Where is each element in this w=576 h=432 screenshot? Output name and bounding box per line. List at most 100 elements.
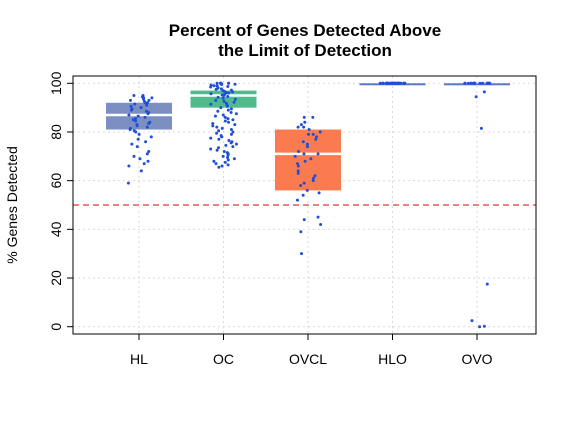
point-hl-10	[143, 101, 147, 105]
point-ovo-17	[488, 81, 492, 85]
point-oc-42	[216, 109, 220, 113]
point-ovcl-10	[314, 135, 318, 139]
point-ovcl-22	[296, 164, 300, 168]
point-oc-47	[223, 115, 227, 119]
point-hl-36	[149, 135, 153, 139]
point-oc-8	[220, 83, 224, 87]
point-oc-45	[221, 113, 225, 117]
point-ovcl-14	[305, 145, 309, 149]
point-ovcl-36	[319, 222, 323, 226]
point-hl-24	[131, 118, 135, 122]
point-ovo-24	[478, 325, 482, 329]
point-hlo-26	[393, 81, 397, 85]
point-ovcl-7	[318, 130, 322, 134]
point-oc-50	[223, 119, 227, 123]
point-hl-35	[137, 132, 141, 136]
x-tick-label-hlo: HLO	[378, 351, 407, 367]
point-oc-63	[220, 135, 224, 139]
point-oc-29	[216, 95, 220, 99]
point-oc-60	[215, 131, 219, 135]
point-ovo-12	[466, 81, 470, 85]
point-oc-87	[220, 164, 224, 168]
point-oc-61	[229, 132, 233, 136]
box-ovo	[444, 83, 510, 86]
point-ovcl-9	[306, 132, 310, 136]
point-oc-49	[231, 118, 235, 122]
point-hl-16	[129, 108, 133, 112]
point-ovcl-24	[296, 171, 300, 175]
point-hl-5	[142, 97, 146, 101]
point-hl-45	[146, 159, 150, 163]
point-ovcl-31	[317, 191, 321, 195]
point-oc-24	[209, 92, 213, 96]
point-ovcl-25	[313, 174, 317, 178]
point-ovo-0	[478, 81, 482, 85]
point-ovo-19	[474, 95, 478, 99]
chart-title-line-2: the Limit of Detection	[218, 41, 392, 60]
point-oc-71	[231, 145, 235, 149]
point-oc-36	[209, 102, 213, 106]
point-oc-23	[227, 91, 231, 95]
point-ovcl-8	[311, 132, 315, 136]
point-oc-78	[226, 153, 230, 157]
point-ovcl-16	[316, 152, 320, 156]
point-hlo-29	[402, 81, 406, 85]
point-ovcl-35	[302, 218, 306, 222]
box-ovcl	[275, 129, 341, 191]
point-ovcl-5	[296, 125, 300, 129]
point-oc-69	[234, 142, 238, 146]
point-oc-81	[232, 157, 236, 161]
point-ovcl-28	[302, 181, 306, 185]
point-hl-30	[145, 125, 149, 129]
x-tick-label-hl: HL	[130, 351, 148, 367]
point-oc-41	[226, 108, 230, 112]
point-layer	[126, 81, 492, 329]
point-hl-46	[142, 162, 146, 166]
point-oc-32	[214, 98, 218, 102]
point-oc-59	[231, 130, 235, 134]
point-oc-70	[224, 143, 228, 147]
x-axis: HL OC OVCL HLO OVO	[130, 334, 493, 367]
point-hl-23	[134, 117, 138, 121]
point-ovcl-3	[299, 123, 303, 127]
point-oc-83	[212, 159, 216, 163]
point-ovcl-2	[303, 120, 307, 124]
point-hl-3	[150, 96, 154, 100]
point-oc-33	[222, 99, 226, 103]
point-oc-68	[229, 141, 233, 145]
point-oc-58	[217, 129, 221, 133]
point-ovcl-6	[307, 128, 311, 132]
point-oc-53	[233, 123, 237, 127]
point-oc-72	[216, 146, 220, 150]
point-oc-84	[223, 160, 227, 164]
x-tick-label-ovo: OVO	[461, 351, 492, 367]
point-hlo-15	[378, 81, 382, 85]
point-hl-43	[132, 154, 136, 158]
point-ovo-9	[463, 81, 467, 85]
point-ovcl-32	[301, 193, 305, 197]
point-oc-7	[233, 82, 237, 86]
point-hl-41	[147, 149, 151, 153]
point-oc-39	[219, 106, 223, 110]
point-oc-12	[226, 84, 230, 88]
plot-frame	[72, 75, 537, 335]
point-ovcl-1	[302, 115, 306, 119]
point-oc-46	[213, 114, 217, 118]
point-hl-37	[136, 137, 140, 141]
y-tick-label-0: 0	[48, 323, 64, 331]
point-ovcl-33	[295, 198, 299, 202]
point-ovcl-30	[305, 188, 309, 192]
point-oc-74	[215, 148, 219, 152]
point-oc-38	[225, 104, 229, 108]
point-hl-22	[143, 115, 147, 119]
point-ovo-18	[482, 90, 486, 94]
point-hl-11	[133, 102, 137, 106]
point-hl-19	[146, 112, 150, 116]
point-oc-31	[233, 97, 237, 101]
x-tick-label-ovcl: OVCL	[289, 351, 327, 367]
point-hl-42	[145, 152, 149, 156]
point-hl-29	[135, 124, 139, 128]
point-hl-27	[147, 121, 151, 125]
point-ovo-20	[479, 126, 483, 130]
point-hl-40	[135, 145, 139, 149]
